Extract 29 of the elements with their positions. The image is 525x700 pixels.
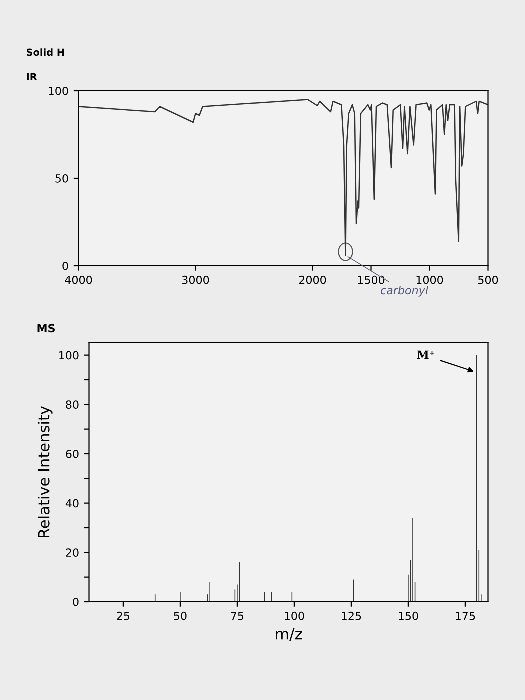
x-tick-label: 4000 — [65, 276, 92, 284]
chart-title: Solid H — [26, 48, 64, 56]
y-tick-label: 20 — [66, 548, 79, 558]
y-axis-title: Relative Intensity — [38, 406, 53, 538]
x-tick-label: 150 — [399, 612, 418, 620]
x-tick-label: 2000 — [299, 276, 326, 284]
chart-subtitle: IR — [27, 73, 38, 80]
y-tick-label: 100 — [60, 351, 79, 360]
y-tick-label: 50 — [56, 174, 68, 183]
y-tick-label: 0 — [62, 262, 68, 270]
y-tick-label: 40 — [66, 499, 79, 508]
x-tick-label: 75 — [231, 612, 244, 620]
x-axis-title: m/z — [276, 628, 302, 642]
x-tick-label: 175 — [456, 612, 476, 620]
x-tick-label: 3000 — [182, 276, 210, 284]
y-tick-label: 0 — [73, 598, 79, 606]
x-tick-label: 25 — [117, 612, 130, 620]
x-tick-label: 125 — [342, 612, 362, 620]
x-tick-label: 500 — [478, 276, 498, 284]
x-tick-label: 100 — [285, 612, 304, 620]
y-tick-label: 100 — [49, 86, 68, 96]
annotation: M⁺ — [417, 350, 434, 359]
x-tick-label: 1000 — [416, 276, 444, 284]
annotation: carbonyl — [380, 286, 428, 297]
x-tick-label: 50 — [174, 612, 187, 620]
chart-title: MS — [38, 324, 55, 333]
x-tick-label: 1500 — [358, 276, 385, 284]
y-tick-label: 80 — [66, 400, 79, 410]
y-tick-label: 60 — [66, 450, 79, 458]
